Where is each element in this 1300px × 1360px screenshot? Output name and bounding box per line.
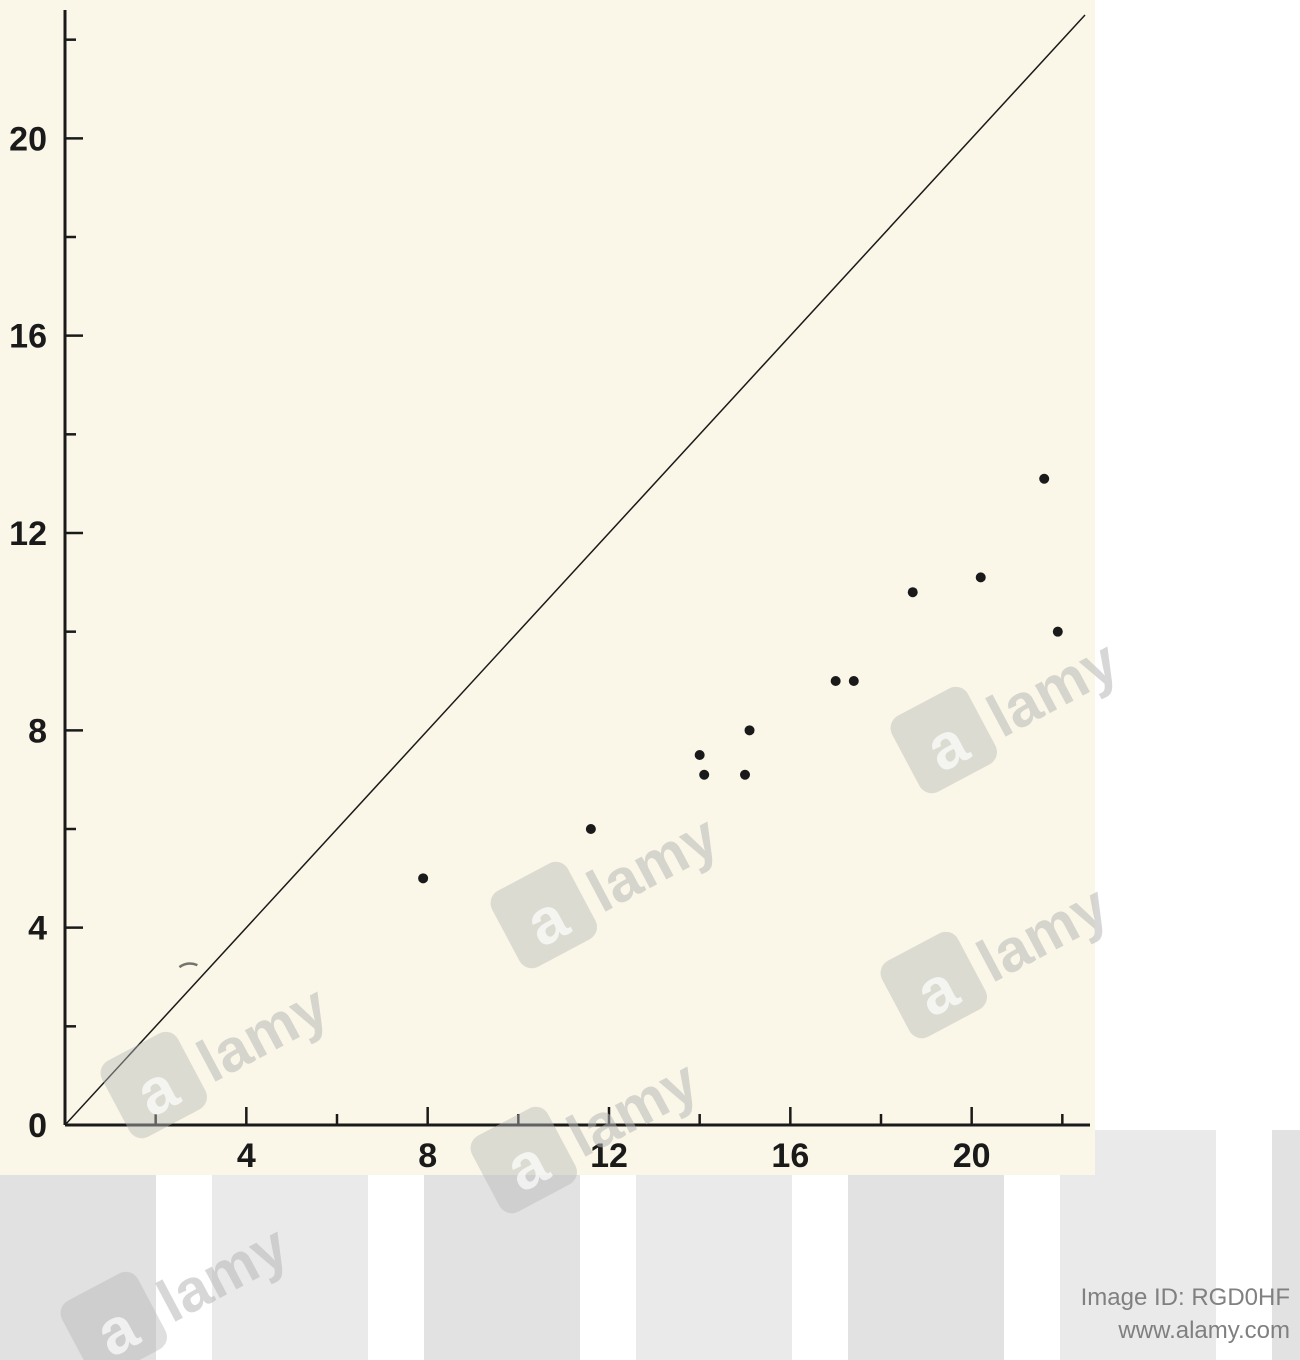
x-tick-label: 4	[237, 1137, 256, 1175]
y-tick-label: 12	[9, 515, 47, 553]
data-point	[695, 750, 705, 760]
y-tick-label: 20	[9, 120, 47, 158]
data-point	[699, 770, 709, 780]
chart-container: 48121620048121620alamyalamyalamyalamyala…	[0, 0, 1300, 1360]
data-point	[586, 824, 596, 834]
data-point	[745, 725, 755, 735]
data-point	[976, 572, 986, 582]
data-point	[849, 676, 859, 686]
y-tick-label: 8	[28, 712, 47, 750]
x-tick-label: 16	[771, 1137, 809, 1175]
x-tick-label: 8	[418, 1137, 437, 1175]
y-tick-label: 0	[28, 1107, 47, 1145]
data-point	[418, 873, 428, 883]
data-point	[831, 676, 841, 686]
data-point	[740, 770, 750, 780]
image-id-label: Image ID: RGD0HF	[1081, 1284, 1290, 1311]
data-point	[908, 587, 918, 597]
data-point	[1039, 474, 1049, 484]
site-label: www.alamy.com	[1117, 1317, 1290, 1344]
scatter-chart: 48121620048121620alamyalamyalamyalamyala…	[0, 0, 1300, 1360]
data-point	[1053, 627, 1063, 637]
y-tick-label: 4	[28, 910, 47, 948]
x-tick-label: 20	[953, 1137, 991, 1175]
y-tick-label: 16	[9, 318, 47, 356]
